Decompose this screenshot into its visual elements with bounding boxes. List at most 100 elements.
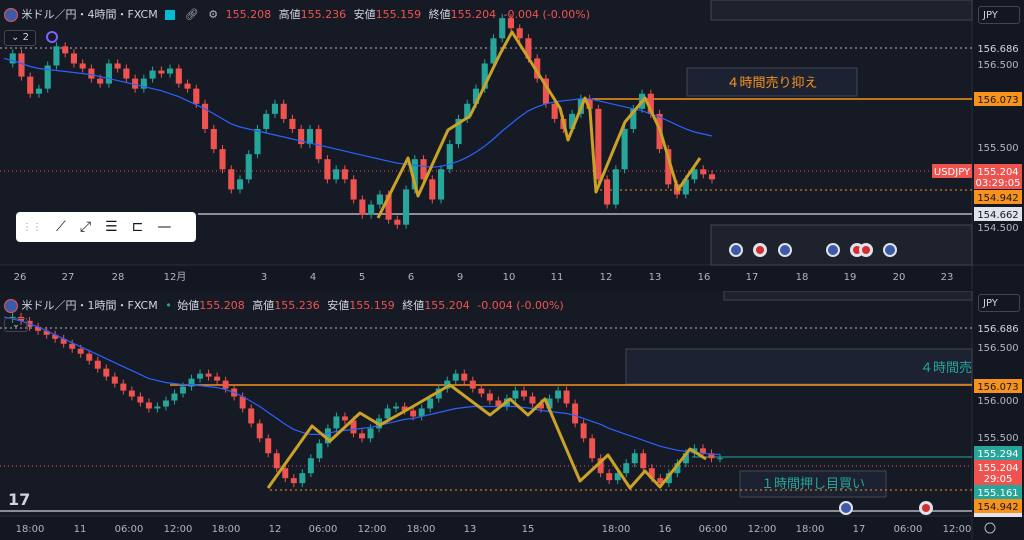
candle-body: [248, 408, 255, 424]
price-label: 156.000: [977, 396, 1018, 407]
candle-body: [699, 448, 706, 454]
candle-body: [123, 68, 130, 79]
candle-body: [140, 78, 147, 89]
time-axis-4h[interactable]: 26 27 28 12月 3 4 5 6 9 10 11 12 13 16 17…: [14, 271, 954, 283]
high-label-1h: 高値: [252, 299, 275, 312]
candle-body: [418, 408, 425, 417]
candle-body: [290, 478, 297, 484]
event-icons[interactable]: [729, 243, 897, 257]
price-label: 156.073: [977, 95, 1018, 106]
candle-body: [376, 194, 383, 205]
candle-body: [525, 38, 532, 59]
candle-body: [472, 88, 480, 104]
candle-body: [572, 403, 579, 424]
candle-body: [614, 473, 621, 481]
candle-body: [499, 18, 506, 39]
trend-line-icon[interactable]: ⟋: [56, 219, 66, 235]
sell-zone-box-1h: [625, 348, 973, 385]
time-tick: 27: [62, 272, 75, 283]
candle-body: [307, 458, 314, 474]
candle-body: [604, 179, 611, 205]
candle-body: [222, 380, 229, 389]
zigzag-1h: [266, 383, 707, 490]
candle-body: [444, 380, 451, 389]
time-tick: 18:00: [796, 524, 825, 535]
currency-selector[interactable]: JPY: [978, 6, 1020, 24]
time-tick: 12月: [164, 271, 187, 283]
time-tick: 12:00: [358, 524, 387, 535]
indicator-toggle-1h[interactable]: ⌄: [4, 318, 28, 332]
time-tick: 26: [14, 272, 27, 283]
candle-body: [263, 113, 270, 129]
candle-body: [35, 88, 43, 94]
candle-body: [507, 18, 515, 29]
price-label: 154.500: [977, 223, 1018, 234]
indicator-toggle[interactable]: ⌄ 2: [4, 30, 36, 46]
candle-body: [167, 68, 174, 74]
usd-flag-icon: [4, 299, 18, 313]
candle-body: [621, 128, 628, 170]
candle-body: [9, 316, 16, 319]
candle-body: [393, 406, 400, 409]
candle-body: [478, 388, 485, 394]
high-value: 155.236: [300, 8, 347, 21]
last-price-label-1h: 155.204: [977, 463, 1018, 474]
candle-body: [657, 478, 664, 484]
candle-body: [158, 70, 165, 74]
candle-body: [333, 169, 340, 180]
candle-body: [9, 53, 16, 64]
time-tick: 12:00: [943, 524, 972, 535]
indicator-icon[interactable]: [46, 31, 58, 43]
annotation-1h-buy: １時間押し目買い: [761, 477, 865, 492]
close-label: 終値: [428, 8, 451, 21]
candle-body: [455, 118, 462, 145]
settings-gear-icon[interactable]: [984, 522, 996, 534]
candle-body: [162, 400, 169, 407]
fib-retracement-icon[interactable]: ⊏: [131, 219, 144, 235]
candle-body: [120, 383, 127, 391]
price-label: 155.294: [977, 449, 1018, 460]
candle-body: [427, 398, 434, 409]
candle-body: [350, 179, 357, 200]
time-axis-1h[interactable]: 18:00 11 06:00 12:00 18:00 12 06:00 12:0…: [16, 524, 972, 535]
event-icons-1h[interactable]: [839, 501, 933, 515]
candle-body: [273, 453, 280, 469]
close-value: 155.204: [450, 8, 497, 21]
candle-body: [180, 386, 186, 394]
parallel-channel-icon[interactable]: ☰: [105, 219, 118, 235]
candle-body: [359, 433, 365, 439]
time-tick: 28: [112, 272, 125, 283]
candle-body: [367, 428, 374, 439]
symbol-title-1h[interactable]: 米ドル／円・1時間・FXCM: [21, 299, 158, 312]
candle-body: [435, 388, 442, 399]
flag-marker-icon[interactable]: [165, 10, 176, 20]
close-label-1h: 終値: [402, 299, 425, 312]
candle-body: [481, 63, 488, 89]
time-tick: 15: [522, 524, 535, 535]
candle-body: [245, 154, 252, 180]
price-label: 155.500: [977, 143, 1018, 154]
candle-body: [105, 63, 112, 84]
horizontal-line-icon[interactable]: —: [157, 219, 172, 235]
chart-1h[interactable]: ４時間売 １時間押し目買い 156.686 156.500 156.073 15…: [0, 291, 1024, 539]
candle-body: [394, 219, 401, 225]
candle-body: [132, 78, 139, 89]
candle-body: [111, 376, 118, 384]
candle-body: [341, 416, 348, 421]
low-value-1h: 155.159: [349, 299, 395, 312]
settings-icon[interactable]: ⚙: [208, 8, 219, 21]
close-value-1h: 155.204: [424, 299, 470, 312]
drag-handle-icon[interactable]: ⋮⋮: [22, 221, 42, 233]
currency-selector-1h[interactable]: JPY: [978, 294, 1020, 312]
drawing-toolbar: ⋮⋮ ⟋ ⤢ ☰ ⊏ —: [16, 212, 196, 242]
ray-icon[interactable]: ⤢: [79, 219, 92, 235]
candle-body: [69, 343, 76, 349]
chart-4h[interactable]: ４時間売り抑え 156.686 156.500 156.073 155.500 …: [0, 0, 1024, 290]
indicator-count: 2: [22, 32, 29, 43]
candle-body: [520, 390, 527, 397]
candle-body: [708, 453, 715, 459]
symbol-title[interactable]: 米ドル／円・4時間・FXCM: [21, 8, 158, 21]
tradingview-logo: 17: [8, 490, 30, 509]
buy-zone-box: [739, 470, 887, 498]
link-icon[interactable]: 🔗︎: [184, 8, 199, 21]
